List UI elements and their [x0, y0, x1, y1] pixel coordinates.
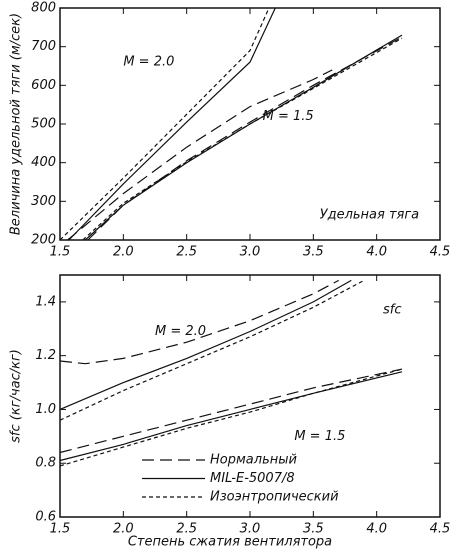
legend-label: MIL-E-5007/8 — [210, 471, 295, 486]
x-tick-label: 2.5 — [176, 245, 197, 260]
x-tick-label: 3.0 — [240, 522, 261, 537]
x-tick-label: 4.5 — [430, 245, 451, 260]
annotation: sfc — [383, 302, 402, 317]
annotation: M = 1.5 — [263, 109, 314, 124]
curve — [59, 368, 403, 454]
legend-label: Изоэнтропический — [210, 490, 339, 505]
curve — [59, 279, 365, 421]
x-tick-label: 3.5 — [303, 522, 324, 537]
annotation: M = 2.0 — [155, 324, 206, 339]
x-tick-label: 3.5 — [303, 245, 324, 260]
curve — [59, 368, 403, 467]
x-tick-label: 1.5 — [50, 522, 71, 537]
annotation: M = 1.5 — [294, 429, 345, 444]
curve — [59, 371, 403, 462]
x-tick-label: 4.0 — [366, 522, 387, 537]
x-tick-label: 4.5 — [430, 522, 451, 537]
x-tick-label: 2.0 — [113, 245, 134, 260]
y-tick-label: 200 — [31, 233, 56, 248]
curve — [59, 7, 270, 241]
x-tick-label: 2.0 — [113, 522, 134, 537]
y-tick-label: 1.4 — [35, 294, 56, 309]
curve — [59, 279, 339, 365]
x-tick-label: 2.5 — [176, 522, 197, 537]
y-tick-label: 500 — [31, 117, 56, 132]
annotation: M = 2.0 — [123, 55, 174, 70]
y-tick-label: 0.8 — [35, 456, 56, 471]
y-tick-label: 800 — [31, 1, 56, 16]
y-axis-label: sfc (кг/час/кг) — [9, 349, 24, 443]
curve — [68, 7, 276, 241]
legend-label: Нормальный — [210, 453, 297, 468]
x-axis-label: Степень сжатия вентилятора — [128, 535, 332, 550]
y-tick-label: 0.6 — [35, 510, 56, 525]
y-tick-label: 300 — [31, 194, 56, 209]
y-tick-label: 1.2 — [35, 348, 56, 363]
x-tick-label: 1.5 — [50, 245, 71, 260]
y-tick-label: 600 — [31, 78, 56, 93]
x-tick-label: 4.0 — [366, 245, 387, 260]
y-tick-label: 700 — [31, 39, 56, 54]
annotation: Удельная тяга — [320, 207, 420, 222]
y-tick-label: 400 — [31, 155, 56, 170]
y-tick-label: 1.0 — [35, 402, 56, 417]
curve — [84, 34, 403, 241]
curve — [82, 37, 403, 241]
y-axis-label: Величина удельной тяги (м/сек) — [9, 13, 24, 235]
curve — [59, 279, 352, 410]
x-tick-label: 3.0 — [240, 245, 261, 260]
curve — [67, 69, 333, 241]
